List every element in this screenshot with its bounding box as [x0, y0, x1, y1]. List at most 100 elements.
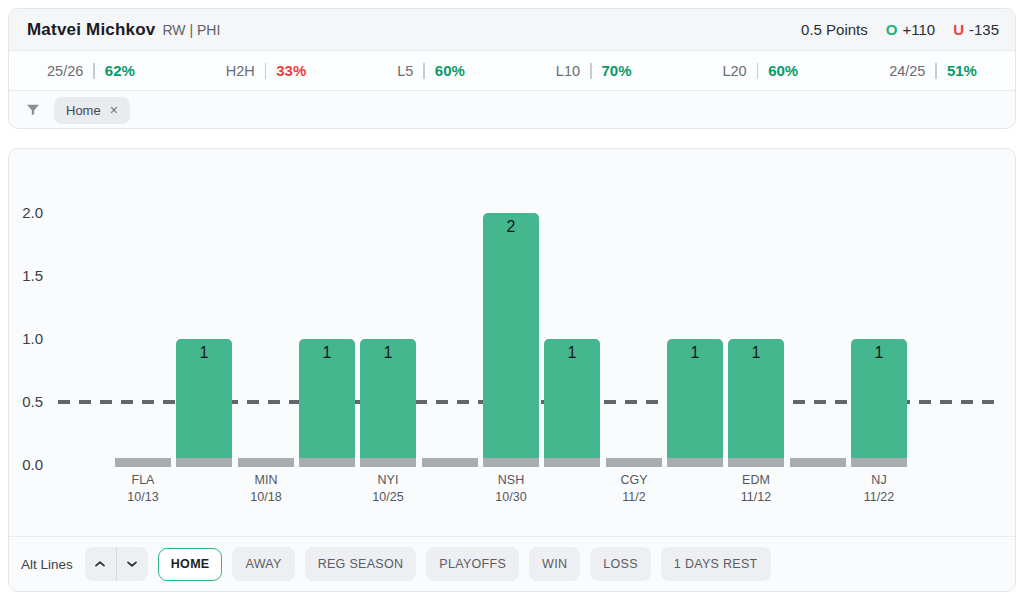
filter-button-win[interactable]: WIN	[529, 547, 580, 581]
bar-base	[667, 458, 723, 467]
stat-value: 62%	[105, 62, 135, 79]
player-header-row: Matvei Michkov RW | PHI 0.5 Points O +110…	[9, 9, 1015, 51]
over-odds: O +110	[886, 21, 935, 38]
stat-divider	[935, 63, 937, 79]
filter-button-playoffs[interactable]: PLAYOFFS	[426, 547, 519, 581]
bar-base	[544, 458, 600, 467]
over-icon: O	[886, 21, 898, 38]
player-identity: Matvei Michkov RW | PHI	[27, 20, 220, 40]
bar-base	[176, 458, 232, 467]
player-summary-card: Matvei Michkov RW | PHI 0.5 Points O +110…	[8, 8, 1016, 129]
bar-base	[851, 458, 907, 467]
game-bar[interactable]: 1	[728, 339, 784, 458]
chevron-up-icon	[94, 560, 106, 568]
bar-base	[299, 458, 355, 467]
stat-value: 60%	[768, 62, 798, 79]
filter-button-reg-season[interactable]: REG SEASON	[305, 547, 417, 581]
stat-divider	[590, 63, 592, 79]
active-filters-row: Home ×	[9, 91, 1015, 129]
alt-lines-stepper	[85, 547, 148, 581]
stat-value: 70%	[602, 62, 632, 79]
game-bar[interactable]: 2	[483, 213, 539, 458]
x-axis-game-label: CGY 11/2	[584, 472, 684, 506]
bar-value-label: 1	[851, 344, 907, 362]
stat-label: L10	[556, 63, 580, 79]
bar-value-label: 1	[728, 344, 784, 362]
filter-chip-home[interactable]: Home ×	[54, 97, 130, 124]
game-bar[interactable]: 1	[544, 339, 600, 458]
bar-value-label: 1	[299, 344, 355, 362]
y-axis-tick: 1.0	[9, 330, 43, 348]
y-axis-tick: 0.5	[9, 393, 43, 411]
alt-lines-label: Alt Lines	[21, 557, 73, 572]
filter-button-away[interactable]: AWAY	[232, 547, 294, 581]
bar-value-label: 1	[667, 344, 723, 362]
game-bar[interactable]: 1	[176, 339, 232, 458]
x-axis-game-label: MIN 10/18	[216, 472, 316, 506]
bar-value-label: 1	[360, 344, 416, 362]
close-icon[interactable]: ×	[110, 103, 118, 117]
game-bar-zero[interactable]	[606, 458, 662, 467]
prop-odds: 0.5 Points O +110 U -135	[801, 21, 999, 38]
stat-l10: L10 70%	[556, 62, 632, 79]
stat-season-24-25: 24/25 51%	[889, 62, 977, 79]
stat-value: 33%	[276, 62, 306, 79]
game-bar[interactable]: 1	[299, 339, 355, 458]
game-log-chart-card: 0.00.51.01.52.0FLA 10/131MIN 10/1811NYI …	[8, 148, 1016, 592]
stat-l5: L5 60%	[397, 62, 465, 79]
stat-divider	[757, 63, 759, 79]
game-bar-zero[interactable]	[238, 458, 294, 467]
bar-base	[728, 458, 784, 467]
x-axis-game-label: FLA 10/13	[93, 472, 193, 506]
bar-value-label: 1	[176, 344, 232, 362]
line-up-button[interactable]	[85, 547, 116, 581]
x-axis-game-label: NJ 11/22	[829, 472, 929, 506]
plot-area: 0.00.51.01.52.0FLA 10/131MIN 10/1811NYI …	[9, 149, 1015, 538]
bar-value-label: 2	[483, 218, 539, 236]
filter-button-loss[interactable]: LOSS	[590, 547, 651, 581]
game-bar-zero[interactable]	[115, 458, 171, 467]
under-odds: U -135	[953, 21, 999, 38]
game-bar-zero[interactable]	[422, 458, 478, 467]
stat-label: L20	[722, 63, 746, 79]
x-axis-game-label: NYI 10/25	[338, 472, 438, 506]
stat-label: 25/26	[47, 63, 83, 79]
game-bar[interactable]: 1	[851, 339, 907, 458]
y-axis-tick: 0.0	[9, 456, 43, 474]
filter-button-days-rest[interactable]: 1 DAYS REST	[661, 547, 771, 581]
stat-label: H2H	[226, 63, 255, 79]
stat-label: L5	[397, 63, 413, 79]
bar-base	[483, 458, 539, 467]
stat-divider	[265, 63, 267, 79]
filter-chip-label: Home	[66, 103, 101, 118]
stat-season-25-26: 25/26 62%	[47, 62, 135, 79]
bar-value-label: 1	[544, 344, 600, 362]
hit-rate-stats-row: 25/26 62% H2H 33% L5 60% L10 70% L20 60%…	[9, 51, 1015, 91]
under-icon: U	[953, 21, 964, 38]
chevron-down-icon	[126, 560, 138, 568]
game-bar[interactable]: 1	[667, 339, 723, 458]
y-axis-tick: 1.5	[9, 267, 43, 285]
stat-h2h: H2H 33%	[226, 62, 307, 79]
filter-button-home[interactable]: HOME	[158, 548, 223, 581]
player-position-team: RW | PHI	[162, 22, 220, 38]
stat-value: 51%	[947, 62, 977, 79]
prop-line-label: 0.5 Points	[801, 21, 868, 38]
over-odds-value: +110	[902, 21, 935, 38]
chart-footer-controls: Alt Lines HOME AWAY REG SEASON PLAYOFFS …	[9, 536, 1015, 591]
stat-l20: L20 60%	[722, 62, 798, 79]
stat-divider	[93, 63, 95, 79]
x-axis-game-label: NSH 10/30	[461, 472, 561, 506]
stat-divider	[423, 63, 425, 79]
player-name: Matvei Michkov	[27, 20, 155, 39]
line-down-button[interactable]	[117, 547, 148, 581]
game-bar-zero[interactable]	[790, 458, 846, 467]
game-bar[interactable]: 1	[360, 339, 416, 458]
filter-funnel-icon[interactable]	[25, 102, 41, 118]
under-odds-value: -135	[969, 21, 999, 38]
stat-value: 60%	[435, 62, 465, 79]
y-axis-tick: 2.0	[9, 204, 43, 222]
stat-label: 24/25	[889, 63, 925, 79]
x-axis-game-label: EDM 11/12	[706, 472, 806, 506]
bar-base	[360, 458, 416, 467]
